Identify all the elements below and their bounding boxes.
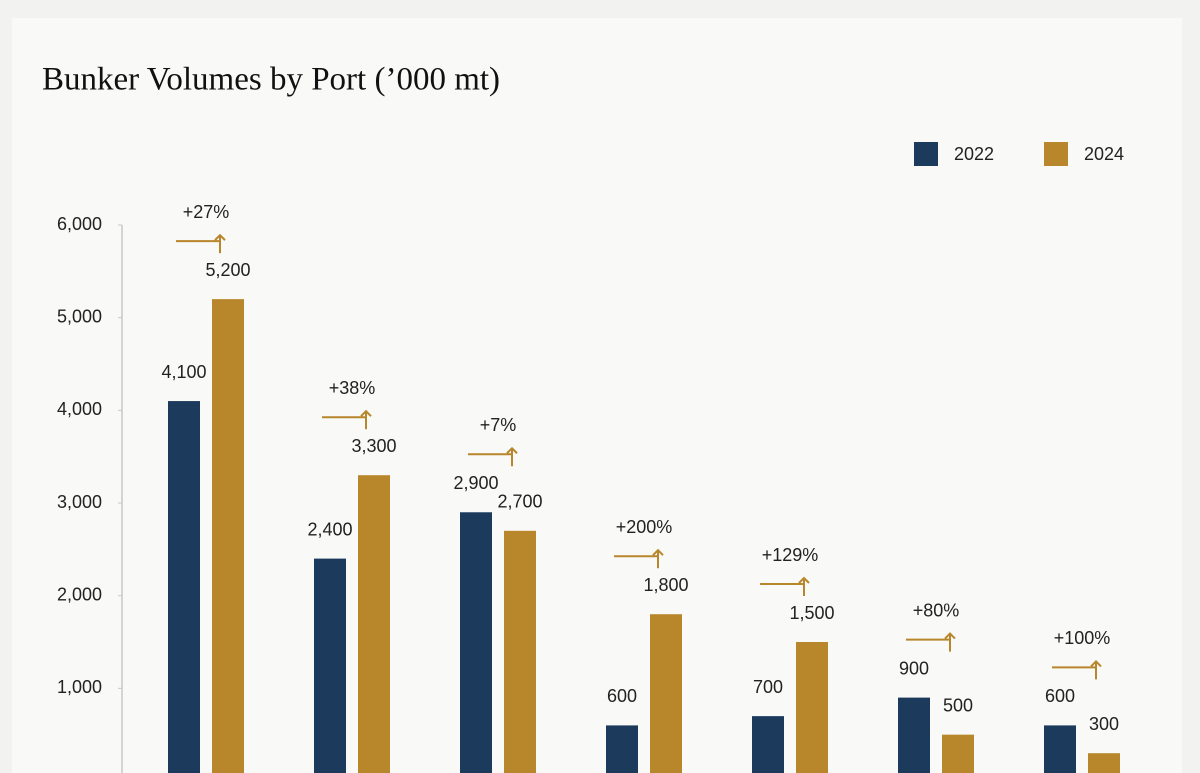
legend-swatch [914, 142, 938, 166]
y-tick-label: 5,000 [57, 306, 102, 326]
value-label: 900 [899, 658, 929, 678]
bar [898, 697, 930, 773]
change-arrow [1052, 659, 1102, 680]
change-annotation: +7% [480, 415, 517, 435]
value-label: 700 [753, 677, 783, 697]
bar [1044, 725, 1076, 773]
bar [942, 734, 974, 773]
bar [606, 725, 638, 773]
change-annotation: +38% [329, 378, 376, 398]
change-annotation: +80% [913, 600, 960, 620]
y-tick-label: 4,000 [57, 399, 102, 419]
value-label: 1,500 [789, 603, 834, 623]
value-label: 300 [1089, 714, 1119, 734]
value-label: 2,400 [307, 519, 352, 539]
change-annotation: +27% [183, 202, 230, 222]
bar [796, 642, 828, 773]
y-tick-label: 1,000 [57, 677, 102, 697]
bar [212, 299, 244, 773]
value-label: 4,100 [161, 362, 206, 382]
value-label: 3,300 [351, 436, 396, 456]
y-tick-label: 3,000 [57, 492, 102, 512]
change-annotation: +129% [762, 545, 819, 565]
bar [650, 614, 682, 773]
change-arrow [614, 548, 664, 569]
bar [460, 512, 492, 773]
bar [752, 716, 784, 773]
bar [358, 475, 390, 773]
change-arrow [176, 233, 226, 254]
change-annotation: +100% [1054, 628, 1111, 648]
change-annotation: +200% [616, 517, 673, 537]
card [12, 18, 1182, 773]
value-label: 500 [943, 695, 973, 715]
chart-title: Bunker Volumes by Port (’000 mt) [42, 62, 500, 98]
value-label: 2,900 [453, 473, 498, 493]
value-label: 1,800 [643, 575, 688, 595]
bar [504, 530, 536, 773]
bar [168, 401, 200, 773]
legend-label: 2024 [1084, 144, 1124, 164]
value-label: 600 [1045, 686, 1075, 706]
value-label: 600 [607, 686, 637, 706]
legend-swatch [1044, 142, 1068, 166]
bar [1088, 753, 1120, 773]
legend-label: 2022 [954, 144, 994, 164]
bar [314, 558, 346, 773]
value-label: 5,200 [205, 260, 250, 280]
change-arrow [468, 446, 518, 467]
y-tick-label: 2,000 [57, 584, 102, 604]
y-tick-label: 6,000 [57, 214, 102, 234]
change-arrow [906, 632, 956, 652]
change-arrow [760, 576, 810, 596]
value-label: 2,700 [497, 492, 542, 512]
change-arrow [322, 409, 372, 430]
